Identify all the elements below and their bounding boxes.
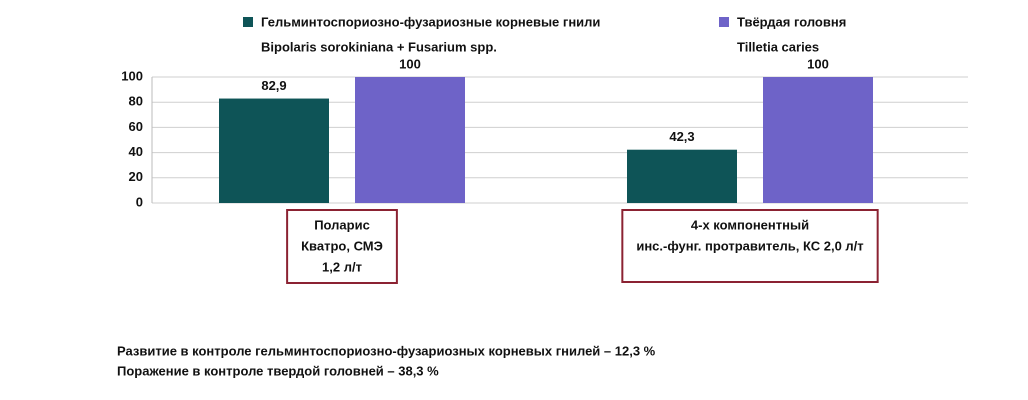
data-label: 100 xyxy=(399,56,421,71)
legend-label: Твёрдая головня xyxy=(737,14,846,29)
bar xyxy=(355,77,465,203)
bar xyxy=(763,77,873,203)
y-tick-label: 80 xyxy=(129,94,143,109)
legend-sublabel: Bipolaris sorokiniana + Fusarium spp. xyxy=(261,39,497,54)
x-tick-label: Кватро, СМЭ xyxy=(301,238,383,253)
footnote: Поражение в контроле твердой головней – … xyxy=(117,363,439,378)
legend-swatch xyxy=(243,17,253,27)
data-label: 42,3 xyxy=(669,129,694,144)
legend-swatch xyxy=(719,17,729,27)
bar xyxy=(219,98,329,203)
y-tick-label: 40 xyxy=(129,144,143,159)
y-tick-label: 60 xyxy=(129,119,143,134)
x-tick-label: 1,2 л/т xyxy=(322,259,362,274)
category-box xyxy=(621,209,879,283)
legend-label: Гельминтоспориозно-фузариозные корневые … xyxy=(261,14,600,29)
y-tick-label: 100 xyxy=(121,68,143,83)
bar xyxy=(627,149,737,203)
footnote: Развитие в контроле гельминтоспориозно-ф… xyxy=(117,343,656,358)
category-box xyxy=(286,209,398,284)
legend-sublabel: Tilletia caries xyxy=(737,39,819,54)
y-tick-label: 20 xyxy=(129,169,143,184)
data-label: 100 xyxy=(807,56,829,71)
x-tick-label: Поларис xyxy=(314,217,370,232)
data-label: 82,9 xyxy=(261,78,286,93)
y-tick-label: 0 xyxy=(136,194,143,209)
x-tick-label: инс.-фунг. протравитель, КС 2,0 л/т xyxy=(636,238,863,253)
x-tick-label: 4-х компонентный xyxy=(691,217,809,232)
